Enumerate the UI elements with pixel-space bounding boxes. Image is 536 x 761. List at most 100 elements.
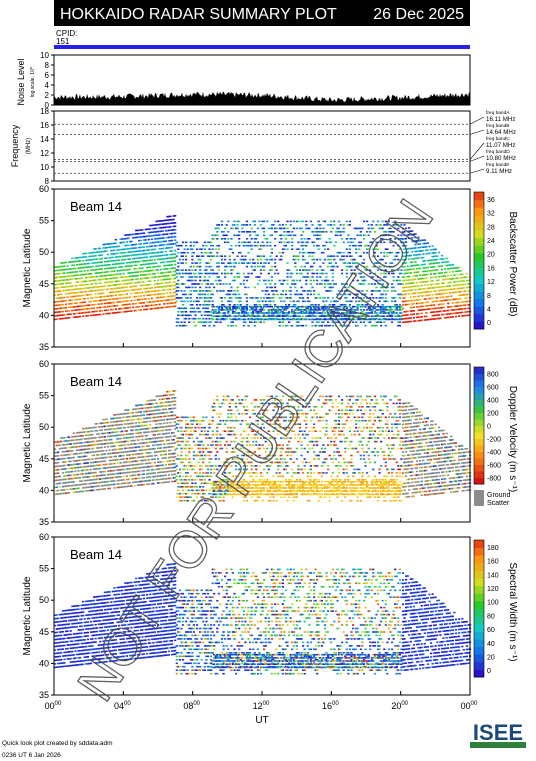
scatter-cell <box>166 257 169 260</box>
scatter-cell <box>64 300 68 302</box>
scatter-cell <box>58 486 61 488</box>
scatter-cell <box>132 303 135 305</box>
lat-tick-label: 45 <box>39 279 49 289</box>
scatter-cell <box>181 262 185 264</box>
scatter-cell <box>401 262 405 265</box>
scatter-cell <box>203 279 206 282</box>
scatter-cell <box>403 300 406 303</box>
scatter-cell <box>116 287 119 289</box>
scatter-cell <box>359 234 362 237</box>
scatter-cell <box>116 273 119 276</box>
scatter-cell <box>171 222 174 224</box>
scatter-cell <box>395 251 398 254</box>
scatter-cell <box>355 309 358 311</box>
scatter-cell <box>295 279 298 282</box>
scatter-cell <box>233 311 236 313</box>
scatter-cell <box>57 297 60 299</box>
scatter-cell <box>328 311 331 313</box>
scatter-cell <box>241 255 244 257</box>
scatter-cell <box>82 298 85 300</box>
scatter-cell <box>406 265 409 268</box>
scatter-cell <box>63 314 66 316</box>
scatter-cell <box>188 314 191 317</box>
scatter-cell <box>93 279 96 282</box>
scatter-cell <box>68 268 71 270</box>
scatter-cell <box>361 276 364 278</box>
panel-bg <box>54 189 470 347</box>
noise-ylabel-sub: log scale, 10^ <box>30 66 36 97</box>
scatter-cell <box>306 251 309 254</box>
scatter-cell <box>83 308 86 310</box>
scatter-cell <box>266 318 269 321</box>
scatter-cell <box>197 272 200 275</box>
scatter-cell <box>222 283 225 285</box>
scatter-cell <box>433 248 436 251</box>
scatter-cell <box>213 305 216 308</box>
scatter-cell <box>91 290 94 292</box>
scatter-cell <box>216 231 219 233</box>
scatter-cell <box>406 248 409 250</box>
scatter-cell <box>213 272 216 275</box>
scatter-cell <box>77 277 80 280</box>
scatter-cell <box>408 234 411 236</box>
scatter-cell <box>160 227 163 229</box>
scatter-cell <box>160 244 163 246</box>
scatter-cell <box>85 252 88 255</box>
scatter-cell <box>183 293 186 296</box>
scatter-cell <box>220 272 224 275</box>
scatter-cell <box>331 314 334 317</box>
scatter-cell <box>284 293 288 296</box>
scatter-cell <box>430 311 433 314</box>
scatter-cell <box>102 450 105 452</box>
scatter-cell <box>303 258 306 261</box>
scatter-cell <box>224 227 227 230</box>
scatter-cell <box>267 272 270 275</box>
scatter-cell <box>228 305 231 308</box>
scatter-cell <box>80 284 83 286</box>
scatter-cell <box>423 284 426 286</box>
scatter-cell <box>171 218 174 221</box>
scatter-cell <box>364 312 367 314</box>
scatter-cell <box>384 297 387 299</box>
scatter-cell <box>325 231 328 233</box>
scatter-cell <box>322 318 325 321</box>
scatter-cell <box>283 300 286 303</box>
scatter-cell <box>305 324 308 327</box>
scatter-cell <box>422 274 425 276</box>
scatter-cell <box>217 311 220 313</box>
scatter-cell <box>409 306 412 309</box>
scatter-cell <box>272 224 275 226</box>
scatter-cell <box>63 307 66 309</box>
scatter-cell <box>406 251 409 254</box>
scatter-cell <box>116 301 119 303</box>
scatter-cell <box>83 263 86 265</box>
scatter-cell <box>267 227 270 230</box>
scatter-cell <box>127 237 130 240</box>
scatter-cell <box>395 255 398 257</box>
scatter-cell <box>292 312 295 314</box>
scatter-cell <box>194 262 197 264</box>
scatter-cell <box>308 318 311 321</box>
scatter-cell <box>300 311 303 313</box>
scatter-cell <box>366 265 369 268</box>
scatter-cell <box>225 309 228 311</box>
colorbar-cell <box>474 306 484 315</box>
scatter-cell <box>270 224 273 226</box>
scatter-cell <box>274 283 277 285</box>
scatter-cell <box>317 307 320 310</box>
scatter-cell <box>77 291 80 294</box>
freq-tick-label: 18 <box>40 107 49 116</box>
scatter-cell <box>269 227 272 230</box>
scatter-cell <box>161 254 164 257</box>
scatter-cell <box>439 272 442 274</box>
scatter-cell <box>439 317 442 320</box>
scatter-cell <box>274 315 277 317</box>
scatter-cell <box>124 269 127 271</box>
scatter-cell <box>348 251 351 254</box>
scatter-cell <box>167 274 171 277</box>
scatter-cell <box>291 283 294 285</box>
scatter-cell <box>253 224 256 226</box>
scatter-cell <box>373 251 376 254</box>
scatter-cell <box>118 259 121 261</box>
scatter-cell <box>75 264 78 266</box>
